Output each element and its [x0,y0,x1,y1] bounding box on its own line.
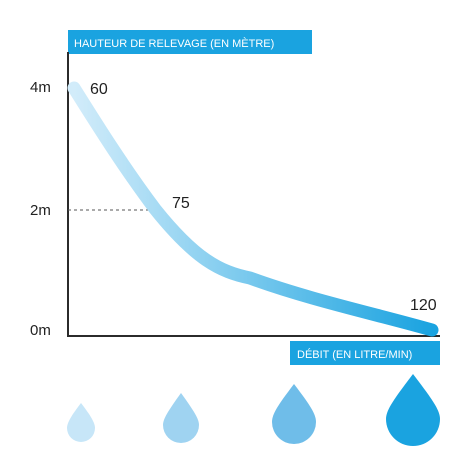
x-axis-title-text: DÉBIT (EN LITRE/MIN) [297,348,412,361]
y-tick-label-0m: 0m [30,322,51,339]
water-drop-icon-small [67,403,95,442]
series-curve [67,81,439,337]
y-tick-label-4m: 4m [30,79,51,96]
water-drop-icon-large [272,384,316,444]
y-axis-title-background [68,30,312,54]
y-axis-title-text: HAUTEUR DE RELEVAGE (EN MÈTRE) [74,37,274,50]
water-drop-icon-medium [163,393,199,443]
data-label-120: 120 [410,297,437,314]
water-drop-icon-xlarge [386,374,440,446]
data-label-60: 60 [90,81,108,98]
x-axis-title-background [290,341,440,365]
data-label-75: 75 [172,195,190,212]
y-tick-label-2m: 2m [30,202,51,219]
y-axis-title: HAUTEUR DE RELEVAGE (EN MÈTRE) [68,30,312,54]
x-axis-title: DÉBIT (EN LITRE/MIN) [290,341,440,365]
